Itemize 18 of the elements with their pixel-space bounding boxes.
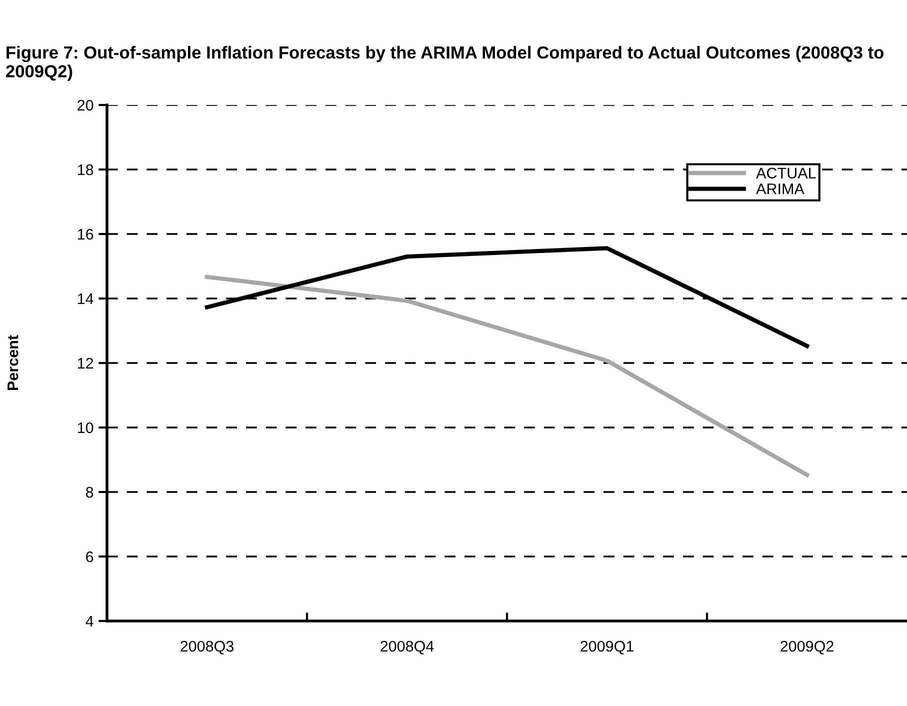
y-tick-label: 16 [78, 228, 94, 240]
y-tick-label: 4 [86, 616, 94, 627]
x-tick-label: 2009Q2 [780, 640, 834, 654]
y-tick-label: 18 [78, 164, 94, 176]
y-tick-label: 12 [78, 358, 94, 369]
x-tick-label: 2009Q1 [580, 640, 634, 654]
legend-label: ARIMA [756, 184, 804, 194]
y-axis-title: Percent [8, 335, 18, 390]
y-tick-label: 6 [86, 551, 94, 562]
legend-label: ACTUAL [756, 168, 816, 179]
y-tick-label: 20 [78, 100, 94, 111]
chart-title: Figure 7: Out-of-sample Inflation Forecasts by the ARIMA Model Compared to Actual Outcomes (2008Q3 to 2009Q2) [6, 46, 884, 81]
y-tick-label: 8 [86, 486, 94, 498]
y-tick-label: 14 [78, 294, 94, 304]
line-series [204, 274, 810, 477]
x-tick-label: 2008Q3 [180, 640, 234, 654]
x-tick-label: 2008Q4 [380, 640, 434, 654]
y-tick-label: 10 [78, 422, 94, 434]
